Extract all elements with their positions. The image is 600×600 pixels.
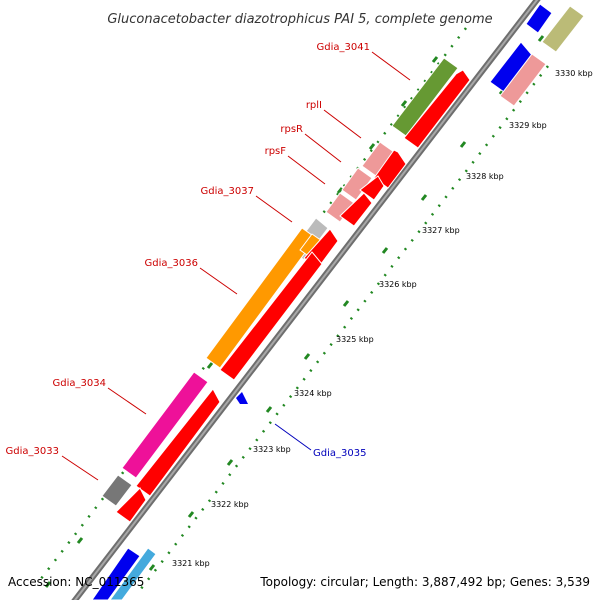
map-title: Gluconacetobacter diazotrophicus PAI 5, … bbox=[107, 12, 492, 27]
tick-label: 3324 kbp bbox=[294, 389, 332, 398]
gene-label-gdia-3041: Gdia_3041 bbox=[317, 42, 370, 53]
feature-block-cyan-low bbox=[109, 547, 157, 600]
cds-block-light bbox=[499, 53, 547, 107]
cds-arrow-rpli bbox=[373, 149, 407, 189]
gene-labels: Gdia_3041 rplI rpsR rpsF Gdia_3037 Gdia_… bbox=[6, 42, 370, 459]
gene-label-gdia-3037: Gdia_3037 bbox=[201, 186, 254, 197]
tick-label: 3329 kbp bbox=[509, 121, 547, 130]
gene-label-rpli: rplI bbox=[306, 100, 322, 111]
accession-label: Accession: NC_011365 bbox=[8, 575, 144, 589]
tick-label: 3326 kbp bbox=[379, 280, 417, 289]
gene-label-gdia-3033: Gdia_3033 bbox=[6, 446, 59, 457]
feature-block-olive bbox=[391, 57, 459, 137]
tick-labels: 3321 kbp 3322 kbp 3323 kbp 3324 kbp 3325… bbox=[172, 69, 593, 568]
tick-label: 3330 kbp bbox=[555, 69, 593, 78]
tick-dots bbox=[39, 27, 549, 591]
cds-arrow-rpsf bbox=[339, 192, 373, 227]
gene-label-rpsf: rpsF bbox=[265, 146, 287, 157]
backbone bbox=[71, 0, 541, 600]
feature-block-blue bbox=[525, 3, 553, 34]
inner-major-ticks bbox=[148, 35, 545, 571]
gene-label-gdia-3036: Gdia_3036 bbox=[145, 258, 198, 269]
tick-label: 3323 kbp bbox=[253, 445, 291, 454]
cds-arrow-3033 bbox=[115, 487, 147, 523]
cds-lane bbox=[115, 41, 547, 523]
inner-tick-row bbox=[139, 65, 549, 591]
feature-block-gray bbox=[101, 474, 133, 507]
tick-label: 3325 kbp bbox=[336, 335, 374, 344]
tick-label: 3321 kbp bbox=[172, 559, 210, 568]
cds-arrow-3041 bbox=[403, 69, 471, 149]
feature-block-magenta bbox=[121, 371, 209, 479]
label-connector-3035 bbox=[274, 423, 312, 451]
label-connectors bbox=[61, 51, 411, 481]
cds-arrow-3036 bbox=[219, 251, 323, 381]
feature-block-blue-low bbox=[91, 547, 141, 600]
gene-label-rpsr: rpsR bbox=[280, 124, 303, 135]
feature-block-rpsr bbox=[341, 167, 373, 201]
feature-block-khaki bbox=[541, 5, 585, 53]
gene-label-gdia-3034: Gdia_3034 bbox=[53, 378, 106, 389]
feature-block-orange bbox=[205, 227, 317, 369]
tick-label: 3322 kbp bbox=[211, 500, 249, 509]
gene-label-gdia-3035: Gdia_3035 bbox=[313, 448, 366, 459]
cds-arrow-3034 bbox=[135, 388, 221, 497]
cds-arrow-rpsr bbox=[359, 175, 385, 201]
topology-label: Topology: circular; Length: 3,887,492 bp… bbox=[259, 575, 590, 589]
outer-feature-lane bbox=[91, 3, 585, 600]
tick-label: 3327 kbp bbox=[422, 226, 460, 235]
tick-label: 3328 kbp bbox=[466, 172, 504, 181]
feature-gdia-3035 bbox=[236, 392, 248, 404]
